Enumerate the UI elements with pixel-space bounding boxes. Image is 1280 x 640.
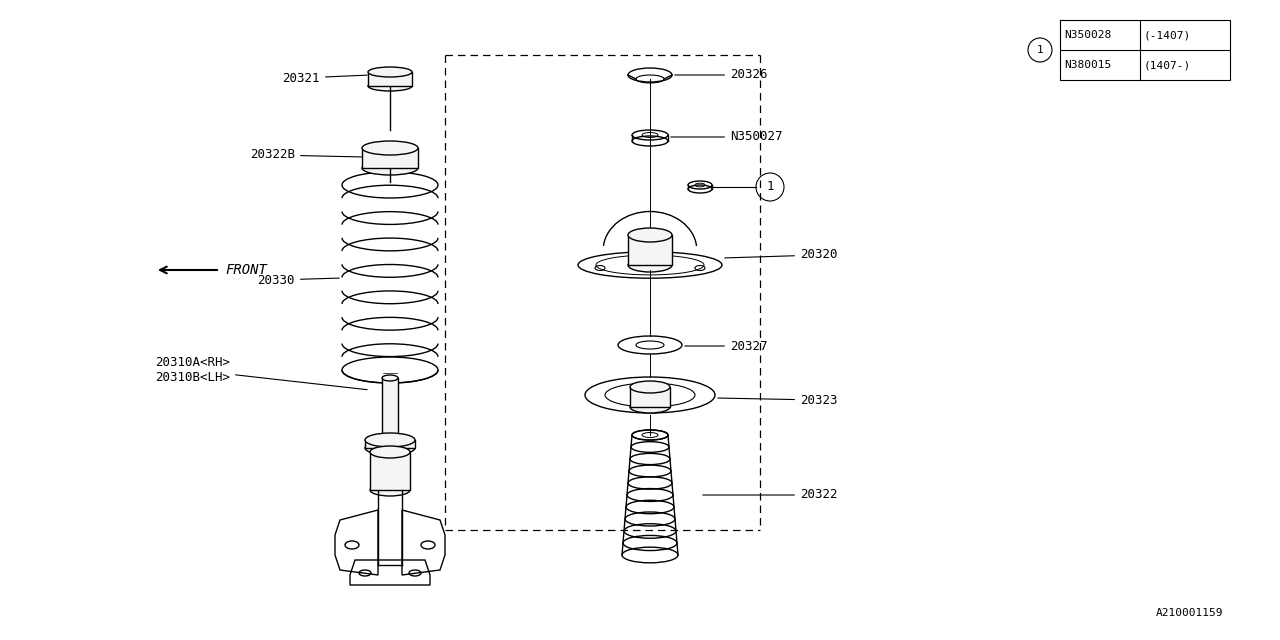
- Text: 20320: 20320: [724, 248, 837, 262]
- Text: 20322: 20322: [703, 488, 837, 502]
- Polygon shape: [362, 148, 419, 168]
- Text: (-1407): (-1407): [1144, 30, 1192, 40]
- Text: 20326: 20326: [675, 68, 768, 81]
- Ellipse shape: [365, 433, 415, 447]
- Text: N350027: N350027: [671, 131, 782, 143]
- Ellipse shape: [370, 484, 410, 496]
- Ellipse shape: [362, 161, 419, 175]
- Text: 20310A<RH>
20310B<LH>: 20310A<RH> 20310B<LH>: [155, 356, 367, 390]
- Ellipse shape: [369, 81, 412, 91]
- Ellipse shape: [628, 228, 672, 242]
- Ellipse shape: [362, 141, 419, 155]
- Ellipse shape: [630, 381, 669, 393]
- Ellipse shape: [381, 437, 398, 443]
- Text: N350028: N350028: [1064, 30, 1111, 40]
- Text: FRONT: FRONT: [225, 263, 266, 277]
- Ellipse shape: [628, 258, 672, 272]
- Text: A210001159: A210001159: [1156, 608, 1224, 618]
- Text: 20322B: 20322B: [250, 148, 362, 161]
- Polygon shape: [630, 387, 669, 407]
- Text: 20330: 20330: [257, 273, 339, 287]
- Text: 1: 1: [767, 180, 773, 193]
- Polygon shape: [628, 235, 672, 265]
- Polygon shape: [381, 378, 398, 440]
- Text: (1407-): (1407-): [1144, 60, 1192, 70]
- Text: 20327: 20327: [685, 339, 768, 353]
- Text: 20321: 20321: [283, 72, 367, 84]
- Polygon shape: [369, 72, 412, 86]
- Ellipse shape: [370, 446, 410, 458]
- Ellipse shape: [369, 67, 412, 77]
- Text: N380015: N380015: [1064, 60, 1111, 70]
- Ellipse shape: [381, 375, 398, 381]
- Ellipse shape: [630, 401, 669, 413]
- Polygon shape: [370, 452, 410, 490]
- Text: 1: 1: [1037, 45, 1043, 55]
- Polygon shape: [365, 440, 415, 448]
- Ellipse shape: [365, 441, 415, 455]
- Text: 20323: 20323: [718, 394, 837, 406]
